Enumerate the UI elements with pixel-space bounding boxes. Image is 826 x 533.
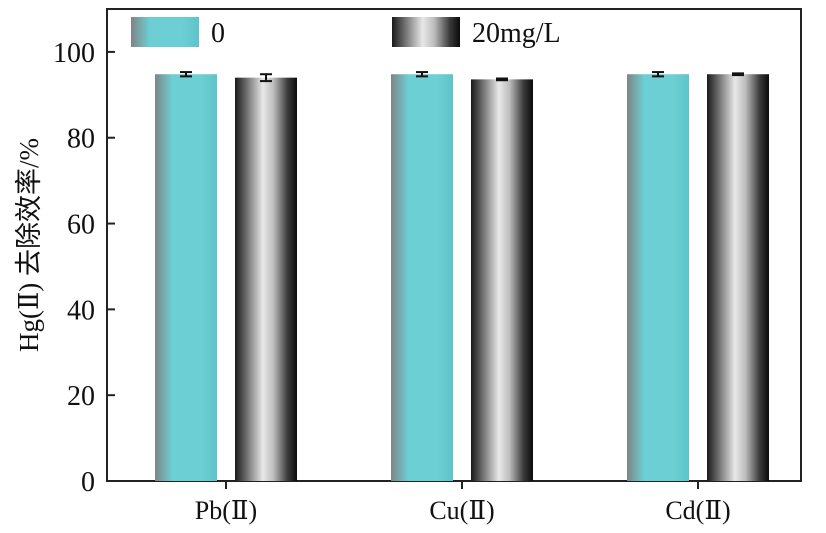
y-tick-label-1: 20	[67, 381, 95, 412]
bar-2-series-0	[627, 74, 689, 482]
y-tick-label-4: 80	[67, 124, 95, 155]
x-tick-label-2: Cd(Ⅱ)	[665, 496, 730, 525]
bar-0-series-0	[155, 74, 217, 482]
x-tick-label-0: Pb(Ⅱ)	[195, 496, 257, 525]
bar-0-series-1	[235, 77, 297, 482]
y-tick-label-5: 100	[53, 38, 95, 69]
y-axis-title: Hg(Ⅱ) 去除效率/%	[14, 138, 44, 352]
y-tick-label-3: 60	[67, 210, 95, 241]
bars-layer	[155, 74, 769, 482]
error-bars-layer	[180, 71, 744, 83]
bar-2-series-1	[707, 74, 769, 482]
legend-label-series-1: 20mg/L	[472, 18, 561, 49]
y-axis: 0 20 40 60 80 100	[53, 38, 115, 498]
legend-swatch-series-0	[131, 17, 199, 47]
x-axis: Pb(Ⅱ) Cu(Ⅱ) Cd(Ⅱ)	[195, 481, 731, 525]
y-tick-label-0: 0	[81, 467, 95, 498]
bar-1-series-1	[471, 79, 533, 481]
x-tick-label-1: Cu(Ⅱ)	[429, 496, 494, 525]
legend: 0 20mg/L	[131, 17, 561, 49]
y-tick-label-2: 40	[67, 295, 95, 326]
plot-area-frame	[106, 8, 802, 482]
legend-swatch-series-1	[392, 17, 460, 47]
bar-1-series-0	[391, 74, 453, 482]
legend-label-series-0: 0	[211, 18, 225, 49]
